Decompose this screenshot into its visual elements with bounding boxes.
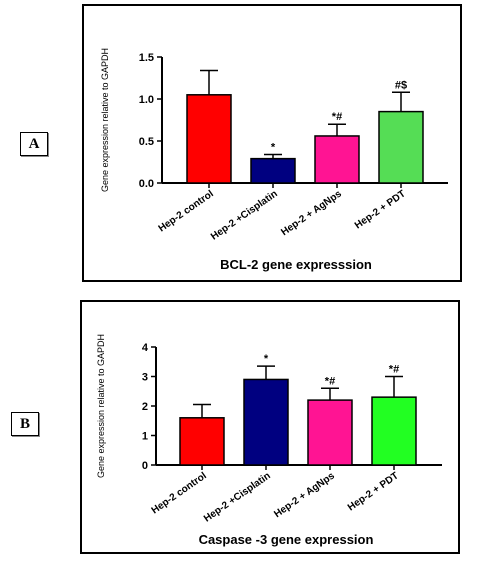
chart-b-significance-1: * — [264, 353, 269, 365]
chart-b-significance-2: *# — [325, 375, 335, 387]
chart-a-bar-0 — [186, 94, 232, 184]
chart-a-title: BCL-2 gene expresssion — [220, 257, 372, 272]
chart-b-bar-0 — [179, 417, 225, 466]
chart-b-category-label-2: Hep-2 + AgNps — [272, 470, 337, 520]
chart-b-ytick-label-0: 0 — [142, 460, 148, 472]
chart-b-ytick-label-3: 3 — [142, 372, 148, 384]
chart-b-significance-3: *# — [389, 364, 399, 376]
chart-a-ytick-label-3: 1.5 — [139, 52, 154, 64]
chart-b-bar-1 — [243, 378, 289, 466]
chart-b-category-label-3: Hep-2 + PDT — [346, 470, 401, 513]
chart-b-bar-2 — [307, 399, 353, 466]
chart-a: 0.0 0.5 1.0 1.5 Gene expression relative to … — [100, 48, 448, 272]
chart-b-y-axis-label: Gene expression relative to GAPDH — [96, 334, 106, 478]
chart-b-category-label-1: Hep-2 +Cisplatin — [202, 470, 273, 524]
chart-a-ytick-label-0: 0.0 — [139, 178, 154, 190]
chart-b-ytick-label-1: 1 — [142, 431, 148, 443]
chart-a-significance-3: #$ — [395, 79, 407, 91]
chart-a-ytick-label-2: 1.0 — [139, 94, 154, 106]
chart-b-ytick-label-2: 2 — [142, 401, 148, 413]
chart-a-y-axis-label: Gene expression relative to GAPDH — [100, 48, 110, 192]
panel-label-b: B — [11, 412, 39, 436]
panel-label-a: A — [20, 132, 48, 156]
chart-a-ytick-label-1: 0.5 — [139, 136, 154, 148]
chart-a-significance-1: * — [271, 141, 276, 153]
chart-a-bar-2 — [314, 135, 360, 184]
chart-a-significance-2: *# — [332, 111, 342, 123]
chart-b-title: Caspase -3 gene expression — [199, 532, 374, 547]
chart-a-bar-1 — [250, 157, 296, 184]
chart-b-bar-3 — [371, 396, 417, 466]
caption-strip — [0, 553, 481, 564]
chart-b-category-label-0: Hep-2 control — [150, 470, 209, 516]
chart-b-ytick-label-4: 4 — [142, 342, 149, 354]
